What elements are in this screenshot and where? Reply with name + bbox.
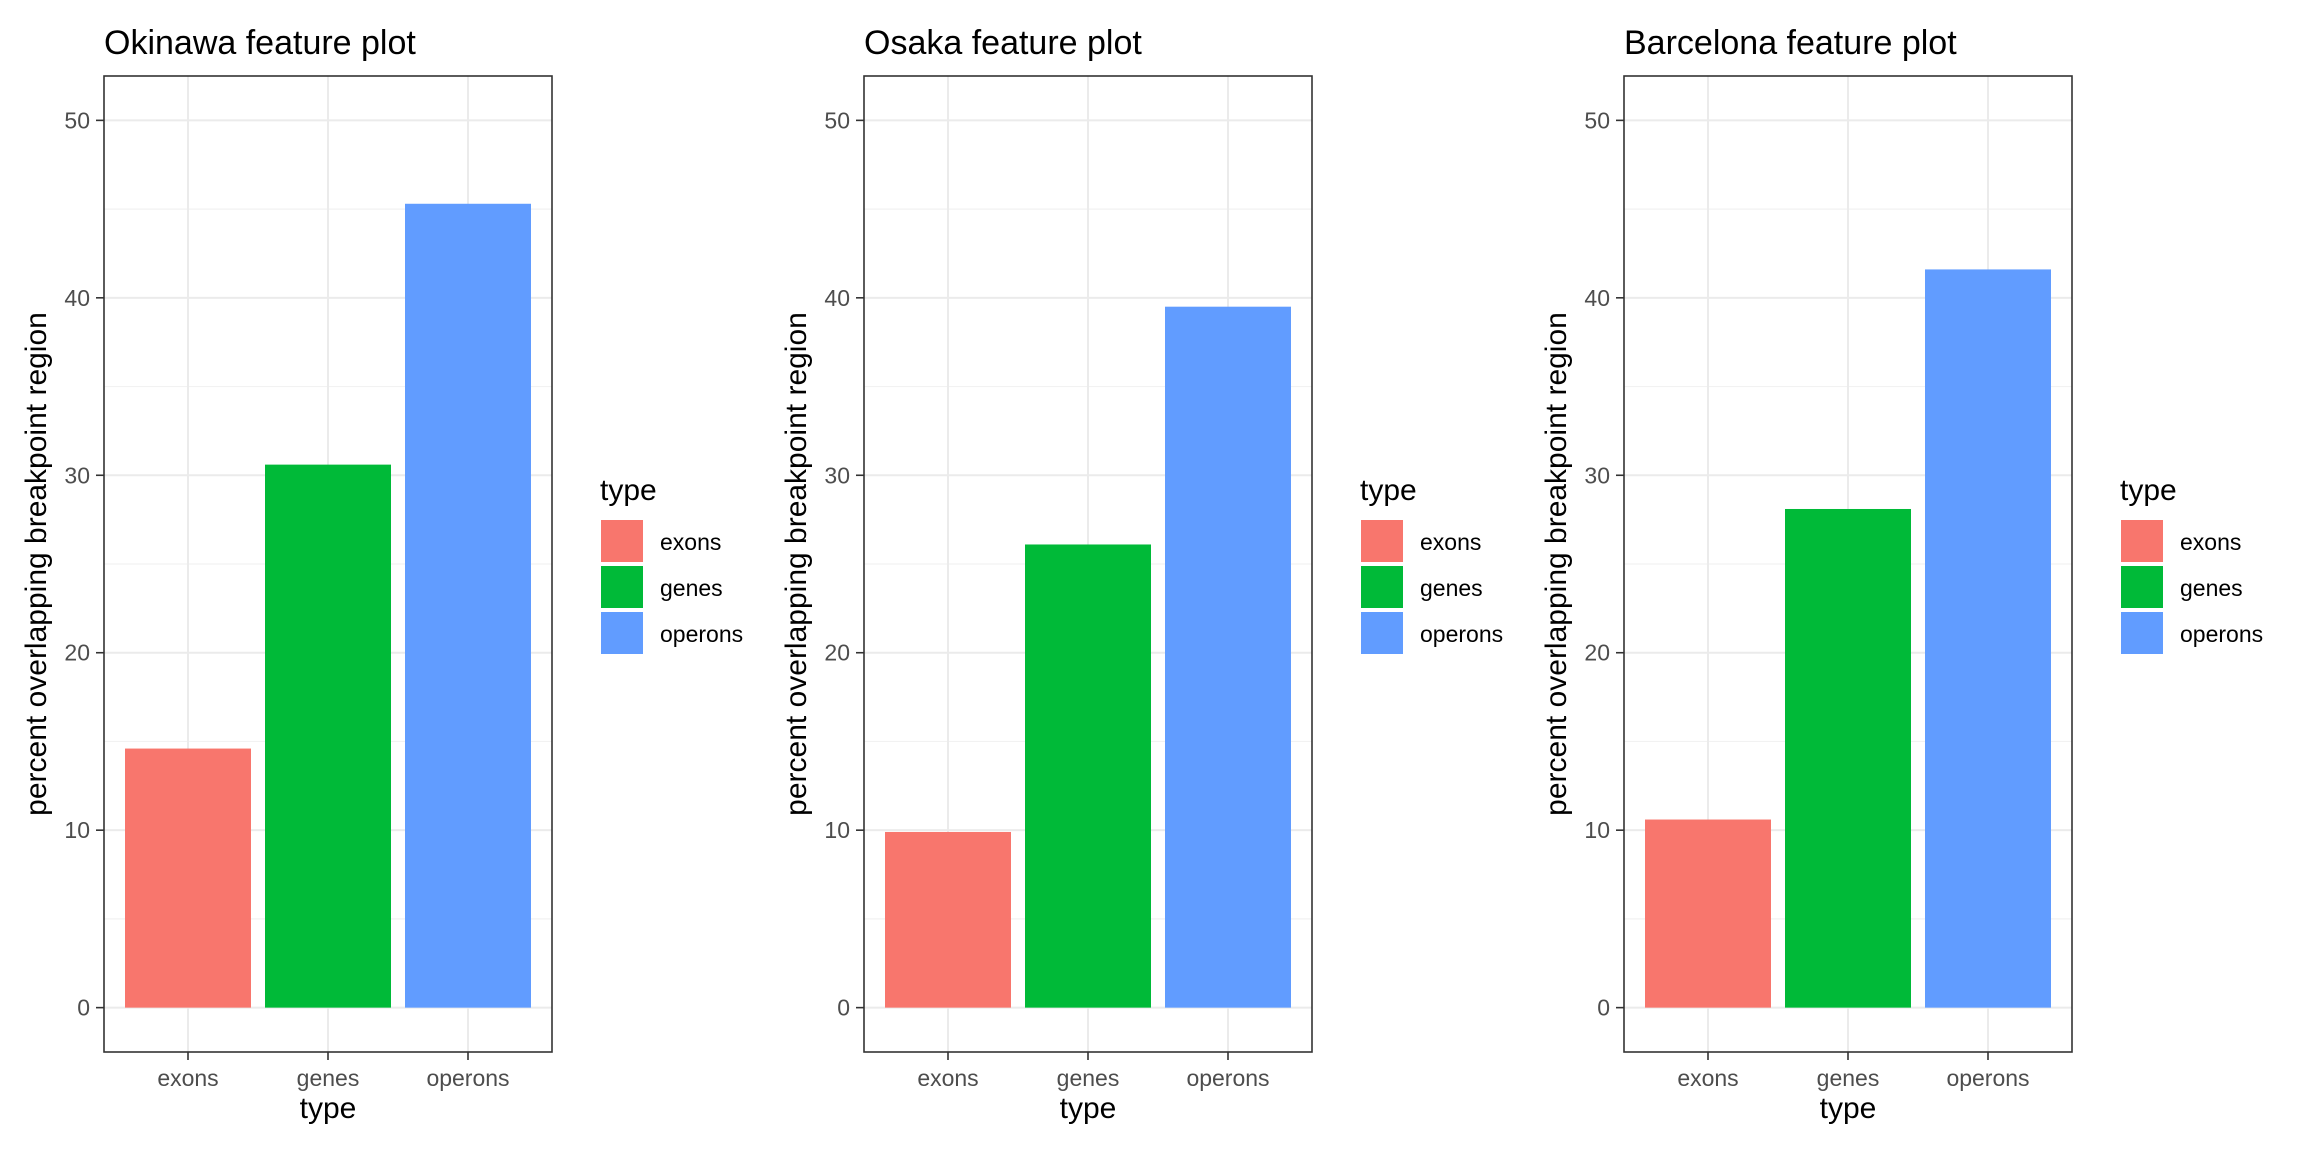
y-tick-label: 50: [824, 107, 850, 133]
y-tick-label: 0: [837, 995, 850, 1021]
x-axis-title: type: [300, 1092, 357, 1125]
y-tick-label: 0: [1597, 995, 1610, 1021]
legend-label-exons: exons: [660, 529, 721, 555]
legend-title: type: [2120, 474, 2177, 507]
y-tick-label: 10: [824, 817, 850, 843]
x-tick-label: exons: [1677, 1065, 1738, 1091]
x-tick-label: operons: [426, 1065, 509, 1091]
x-tick-label: operons: [1186, 1065, 1269, 1091]
bar-operons: [1165, 306, 1291, 1008]
chart-panel-1: Okinawa feature plot 0 10 20 30 40 50 exons gene…: [20, 24, 743, 1125]
legend-label-exons: exons: [2180, 529, 2241, 555]
legend-key-genes: [601, 566, 643, 608]
legend-key-exons: [2121, 520, 2163, 562]
legend-key-exons: [601, 520, 643, 562]
y-tick-label: 40: [64, 285, 90, 311]
bar-operons: [1925, 269, 2051, 1008]
x-tick-label: genes: [297, 1065, 360, 1091]
x-tick-label: genes: [1817, 1065, 1880, 1091]
legend-title: type: [1360, 474, 1417, 507]
y-tick-label: 0: [77, 995, 90, 1021]
legend-label-exons: exons: [1420, 529, 1481, 555]
legend-key-exons: [1361, 520, 1403, 562]
x-tick-label: exons: [917, 1065, 978, 1091]
y-axis-title: percent overlapping breakpoint region: [1540, 312, 1573, 816]
bar-genes: [1785, 508, 1911, 1008]
y-tick-label: 10: [64, 817, 90, 843]
legend-key-operons: [601, 612, 643, 654]
legend-label-operons: operons: [2180, 621, 2263, 647]
chart-title: Osaka feature plot: [864, 24, 1142, 62]
x-tick-label: operons: [1946, 1065, 2029, 1091]
bar-exons: [125, 748, 251, 1008]
bar-exons: [885, 831, 1011, 1008]
legend-title: type: [600, 474, 657, 507]
bar-operons: [405, 203, 531, 1008]
x-tick-label: genes: [1057, 1065, 1120, 1091]
y-axis-title: percent overlapping breakpoint region: [20, 312, 53, 816]
y-tick-label: 10: [1584, 817, 1610, 843]
y-tick-label: 40: [1584, 285, 1610, 311]
bar-exons: [1645, 819, 1771, 1008]
chart-title: Barcelona feature plot: [1624, 24, 1957, 62]
x-axis-title: type: [1820, 1092, 1877, 1125]
chart-panel-2: Osaka feature plot 0 10 20 30 40 50 exons genes o…: [780, 24, 1503, 1125]
legend-label-genes: genes: [1420, 575, 1483, 601]
y-tick-label: 40: [824, 285, 850, 311]
legend-key-operons: [1361, 612, 1403, 654]
y-tick-label: 30: [824, 462, 850, 488]
legend-key-operons: [2121, 612, 2163, 654]
x-tick-label: exons: [157, 1065, 218, 1091]
legend-key-genes: [1361, 566, 1403, 608]
x-axis-title: type: [1060, 1092, 1117, 1125]
legend-label-operons: operons: [1420, 621, 1503, 647]
chart-title: Okinawa feature plot: [104, 24, 416, 62]
legend-label-genes: genes: [2180, 575, 2243, 601]
legend-key-genes: [2121, 566, 2163, 608]
bar-genes: [265, 464, 391, 1008]
legend-label-genes: genes: [660, 575, 723, 601]
y-tick-label: 20: [824, 640, 850, 666]
y-axis-title: percent overlapping breakpoint region: [780, 312, 813, 816]
bar-genes: [1025, 544, 1151, 1008]
y-tick-label: 30: [1584, 462, 1610, 488]
y-tick-label: 20: [64, 640, 90, 666]
y-tick-label: 50: [64, 107, 90, 133]
chart-panel-3: Barcelona feature plot 0 10 20 30 40 50 exons ge…: [1540, 24, 2263, 1125]
legend-label-operons: operons: [660, 621, 743, 647]
y-tick-label: 20: [1584, 640, 1610, 666]
y-tick-label: 30: [64, 462, 90, 488]
y-tick-label: 50: [1584, 107, 1610, 133]
